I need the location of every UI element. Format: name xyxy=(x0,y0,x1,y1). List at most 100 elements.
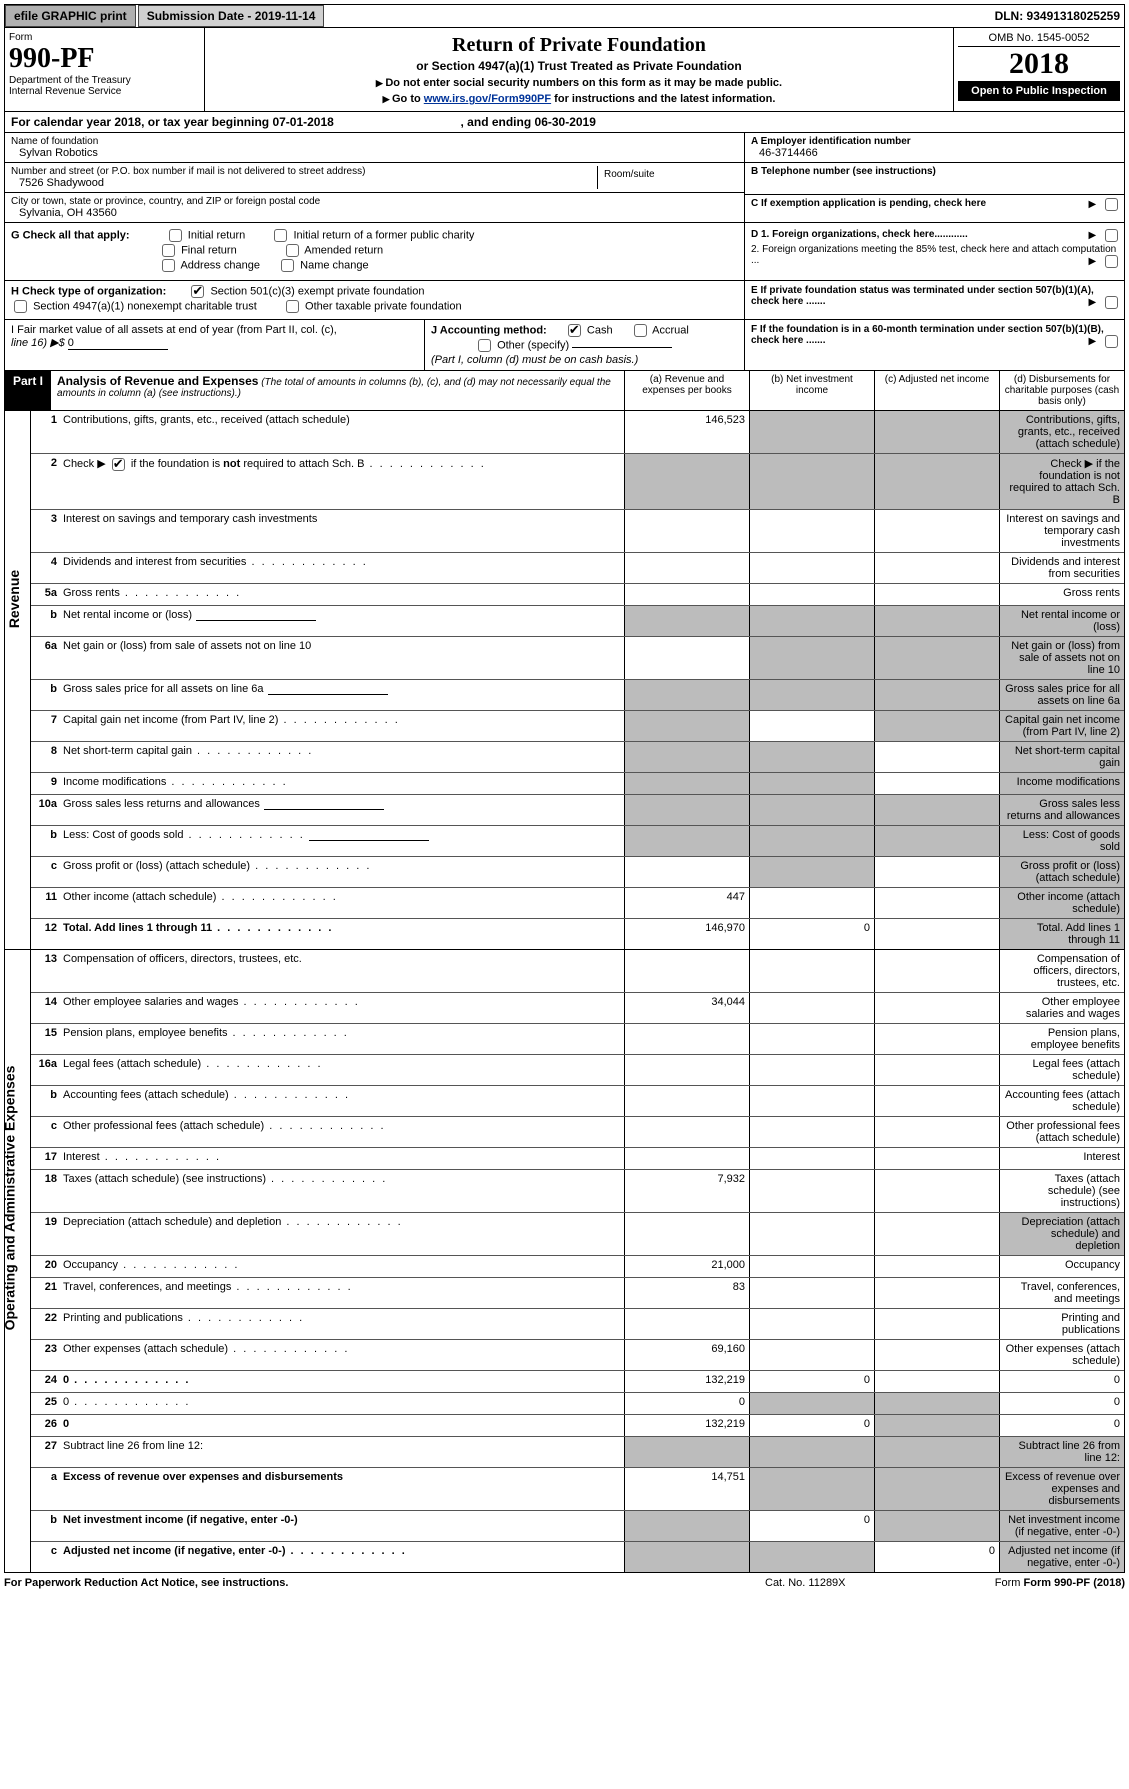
h-4947-checkbox[interactable] xyxy=(14,300,27,313)
cell-c xyxy=(874,1393,999,1414)
c-checkbox[interactable] xyxy=(1105,198,1118,211)
cell-b: 0 xyxy=(749,1415,874,1436)
line-description: Capital gain net income (from Part IV, l… xyxy=(59,711,624,741)
cell-d: Total. Add lines 1 through 11 xyxy=(999,919,1124,949)
cell-d: 0 xyxy=(999,1393,1124,1414)
g-final-return-checkbox[interactable] xyxy=(162,244,175,257)
cell-b xyxy=(749,742,874,772)
cell-a xyxy=(624,1055,749,1085)
cell-c xyxy=(874,1086,999,1116)
table-row: bAccounting fees (attach schedule)Accoun… xyxy=(31,1086,1124,1117)
g-address-change-checkbox[interactable] xyxy=(162,259,175,272)
e-checkbox[interactable] xyxy=(1105,296,1118,309)
line-description: Net rental income or (loss) xyxy=(59,606,624,636)
name-label: Name of foundation xyxy=(11,136,738,147)
cell-c xyxy=(874,1371,999,1392)
cell-a xyxy=(624,1213,749,1255)
efile-print-button[interactable]: efile GRAPHIC print xyxy=(5,5,136,27)
cell-c xyxy=(874,773,999,794)
g-name-change-checkbox[interactable] xyxy=(281,259,294,272)
cell-c xyxy=(874,1024,999,1054)
f-checkbox[interactable] xyxy=(1105,335,1118,348)
cell-a: 132,219 xyxy=(624,1415,749,1436)
g-initial-return-checkbox[interactable] xyxy=(169,229,182,242)
cell-b xyxy=(749,1024,874,1054)
cell-d: Check ▶ if the foundation is not require… xyxy=(999,454,1124,509)
line-number: 13 xyxy=(31,950,59,992)
line-number: 8 xyxy=(31,742,59,772)
g-initial-former-checkbox[interactable] xyxy=(274,229,287,242)
cell-d: Net investment income (if negative, ente… xyxy=(999,1511,1124,1541)
table-row: 22Printing and publicationsPrinting and … xyxy=(31,1309,1124,1340)
cell-c xyxy=(874,1148,999,1169)
line-number: 25 xyxy=(31,1393,59,1414)
table-row: 10aGross sales less returns and allowanc… xyxy=(31,795,1124,826)
table-row: 18Taxes (attach schedule) (see instructi… xyxy=(31,1170,1124,1213)
line-number: 4 xyxy=(31,553,59,583)
line-description: Interest xyxy=(59,1148,624,1169)
cell-a xyxy=(624,510,749,552)
omb-number: OMB No. 1545-0052 xyxy=(958,32,1120,47)
cell-d: Capital gain net income (from Part IV, l… xyxy=(999,711,1124,741)
cell-c xyxy=(874,1309,999,1339)
irs-link[interactable]: www.irs.gov/Form990PF xyxy=(424,93,551,105)
line-number: a xyxy=(31,1468,59,1510)
table-row: bNet rental income or (loss)Net rental i… xyxy=(31,606,1124,637)
cell-c xyxy=(874,680,999,710)
line-description: Pension plans, employee benefits xyxy=(59,1024,624,1054)
line-number: 22 xyxy=(31,1309,59,1339)
cat-number: Cat. No. 11289X xyxy=(765,1577,965,1589)
table-row: 15Pension plans, employee benefitsPensio… xyxy=(31,1024,1124,1055)
h-section: H Check type of organization: Section 50… xyxy=(4,281,1125,320)
line-description: Gross sales price for all assets on line… xyxy=(59,680,624,710)
cell-d: Excess of revenue over expenses and disb… xyxy=(999,1468,1124,1510)
cell-b xyxy=(749,1117,874,1147)
j-note: (Part I, column (d) must be on cash basi… xyxy=(431,354,738,366)
j-accrual-checkbox[interactable] xyxy=(634,324,647,337)
j-cash-checkbox[interactable] xyxy=(568,324,581,337)
cell-b xyxy=(749,553,874,583)
line-description: Less: Cost of goods sold xyxy=(59,826,624,856)
line-description: Net investment income (if negative, ente… xyxy=(59,1511,624,1541)
cell-a xyxy=(624,826,749,856)
cell-c xyxy=(874,795,999,825)
cell-d: Interest on savings and temporary cash i… xyxy=(999,510,1124,552)
cell-b xyxy=(749,680,874,710)
cell-a: 146,970 xyxy=(624,919,749,949)
d1-checkbox[interactable] xyxy=(1105,229,1118,242)
part1-tab: Part I xyxy=(5,371,51,410)
cell-c xyxy=(874,919,999,949)
instruction-2: Go to www.irs.gov/Form990PF for instruct… xyxy=(213,93,945,105)
revenue-table: Revenue 1Contributions, gifts, grants, e… xyxy=(4,411,1125,950)
cell-c xyxy=(874,1170,999,1212)
cell-c xyxy=(874,742,999,772)
cell-a xyxy=(624,1086,749,1116)
cell-b xyxy=(749,1437,874,1467)
submission-date-button[interactable]: Submission Date - 2019-11-14 xyxy=(138,5,325,27)
cell-a xyxy=(624,584,749,605)
cell-d: Net gain or (loss) from sale of assets n… xyxy=(999,637,1124,679)
sch-b-checkbox[interactable] xyxy=(112,458,125,471)
table-row: 8Net short-term capital gainNet short-te… xyxy=(31,742,1124,773)
line-description: Subtract line 26 from line 12: xyxy=(59,1437,624,1467)
page-footer: For Paperwork Reduction Act Notice, see … xyxy=(4,1573,1125,1593)
line-number: b xyxy=(31,1511,59,1541)
cell-c xyxy=(874,1340,999,1370)
address-label: Number and street (or P.O. box number if… xyxy=(11,166,597,177)
j-other-checkbox[interactable] xyxy=(478,339,491,352)
table-row: 7Capital gain net income (from Part IV, … xyxy=(31,711,1124,742)
line-description: Net short-term capital gain xyxy=(59,742,624,772)
line-description: Adjusted net income (if negative, enter … xyxy=(59,1542,624,1572)
g-amended-return-checkbox[interactable] xyxy=(286,244,299,257)
cell-b xyxy=(749,1468,874,1510)
form-subtitle: or Section 4947(a)(1) Trust Treated as P… xyxy=(213,59,945,73)
line-number: 1 xyxy=(31,411,59,453)
cell-d: Less: Cost of goods sold xyxy=(999,826,1124,856)
d2-label: 2. Foreign organizations meeting the 85%… xyxy=(751,244,1116,266)
g-section: G Check all that apply: Initial return I… xyxy=(4,223,1125,281)
line-description: Compensation of officers, directors, tru… xyxy=(59,950,624,992)
h-other-taxable-checkbox[interactable] xyxy=(286,300,299,313)
d2-checkbox[interactable] xyxy=(1105,255,1118,268)
h-501c3-checkbox[interactable] xyxy=(191,285,204,298)
cell-a xyxy=(624,553,749,583)
